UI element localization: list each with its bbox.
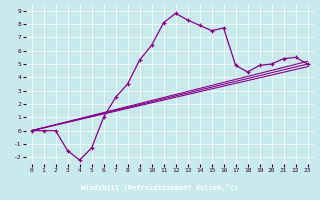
Text: Windchill (Refroidissement éolien,°C): Windchill (Refroidissement éolien,°C) — [81, 184, 239, 191]
